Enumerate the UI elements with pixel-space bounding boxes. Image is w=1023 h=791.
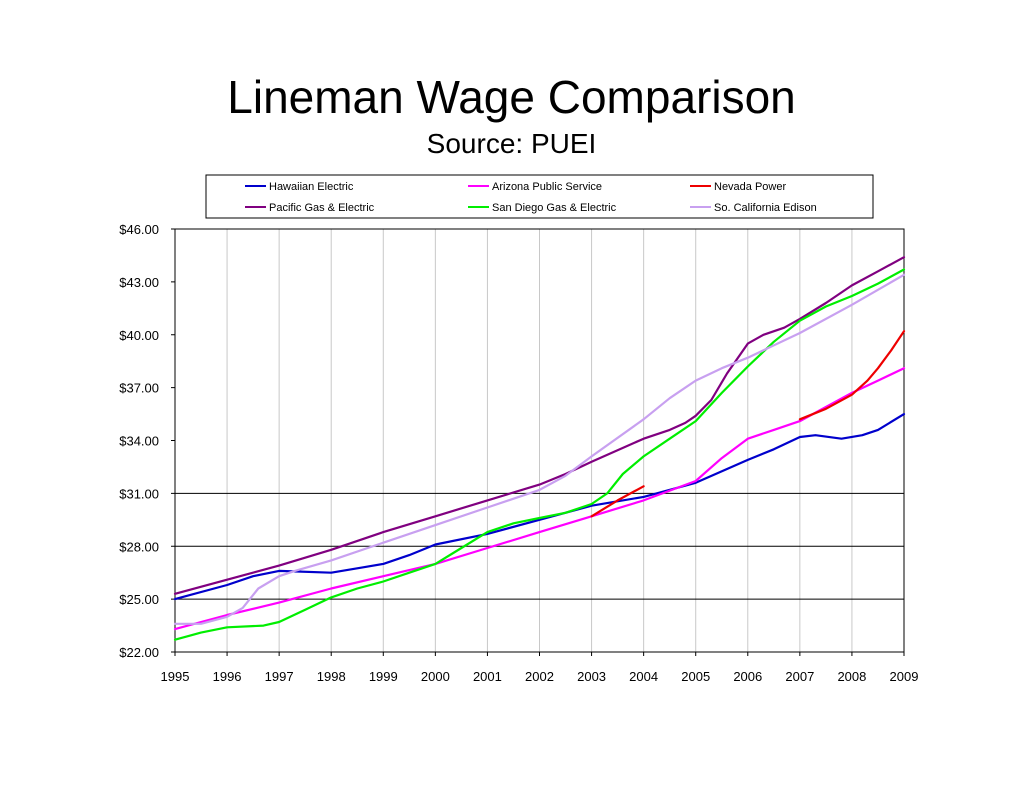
legend-label: Nevada Power (714, 181, 786, 193)
x-tick-label: 2007 (785, 669, 814, 684)
y-tick-label: $37.00 (119, 381, 159, 396)
y-tick-label: $22.00 (119, 645, 159, 660)
y-tick-label: $43.00 (119, 275, 159, 290)
x-tick-label: 2001 (473, 669, 502, 684)
x-tick-label: 2005 (681, 669, 710, 684)
x-tick-label: 2002 (525, 669, 554, 684)
x-tick-label: 2008 (837, 669, 866, 684)
legend-label: So. California Edison (714, 202, 817, 214)
series-line (173, 256, 906, 595)
y-tick-label: $34.00 (119, 434, 159, 449)
y-tick-label: $46.00 (119, 222, 159, 237)
x-tick-label: 1997 (265, 669, 294, 684)
x-tick-label: 2004 (629, 669, 658, 684)
legend: Hawaiian Electric Arizona Public Service N… (245, 181, 817, 214)
y-tick-label: $40.00 (119, 328, 159, 343)
x-tick-label: 2009 (890, 669, 919, 684)
series-line (173, 367, 906, 631)
chart-subtitle: Source: PUEI (426, 128, 597, 159)
y-tick-label: $25.00 (119, 592, 159, 607)
y-tick-label: $28.00 (119, 539, 159, 554)
series-line (173, 273, 906, 625)
chart-title: Lineman Wage Comparison (227, 71, 796, 123)
x-tick-label: 2006 (733, 669, 762, 684)
series-lines (173, 256, 906, 641)
x-tick-label: 1995 (161, 669, 190, 684)
series-line (590, 330, 906, 518)
x-tick-label: 1998 (317, 669, 346, 684)
x-axis: 1995 1996 1997 1998 1999 2000 2001 2002 2003 2004… (161, 652, 919, 684)
y-axis: $22.00 $25.00 $28.00 $31.00 $34.00 $37.00 $40.… (119, 222, 175, 660)
legend-label: Arizona Public Service (492, 181, 602, 193)
x-tick-label: 2000 (421, 669, 450, 684)
legend-label: San Diego Gas & Electric (492, 202, 617, 214)
x-tick-label: 2003 (577, 669, 606, 684)
x-tick-label: 1999 (369, 669, 398, 684)
y-tick-label: $31.00 (119, 486, 159, 501)
x-tick-label: 1996 (213, 669, 242, 684)
legend-label: Hawaiian Electric (269, 181, 354, 193)
series-line (173, 268, 906, 641)
legend-box (205, 174, 874, 219)
legend-label: Pacific Gas & Electric (269, 202, 375, 214)
